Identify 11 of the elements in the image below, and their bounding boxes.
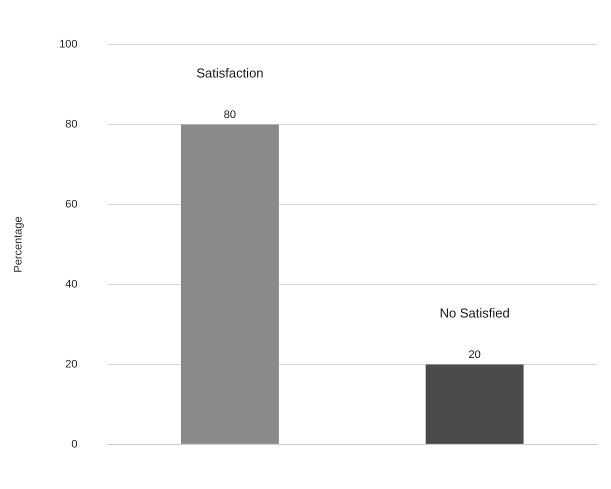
x-tick-label: Satisfaction (196, 66, 264, 81)
y-tick-label: 40 (65, 278, 78, 291)
x-tick-label: No Satisfied (440, 306, 510, 321)
data-label: 80 (224, 109, 236, 122)
y-axis-title: Percentage (12, 216, 25, 273)
y-tick-label: 80 (65, 118, 78, 131)
data-label: 20 (468, 348, 481, 361)
y-tick-label: 60 (65, 198, 78, 211)
y-tick-label: 20 (65, 358, 78, 370)
y-tick-label: 0 (71, 438, 78, 450)
y-tick-label: 100 (59, 38, 78, 51)
